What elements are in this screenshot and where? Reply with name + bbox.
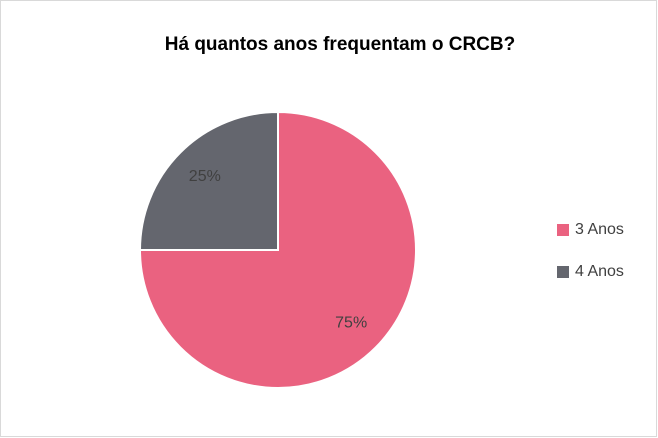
legend-swatch (557, 266, 569, 278)
legend-label: 3 Anos (575, 221, 624, 238)
data-label: 75% (335, 314, 367, 331)
pie-slice (138, 110, 417, 389)
chart-title: Há quantos anos frequentam o CRCB? (165, 34, 515, 55)
legend-swatch (557, 224, 569, 236)
legend-label: 4 Anos (575, 263, 624, 280)
pie-slice (138, 110, 279, 251)
data-label: 25% (189, 168, 221, 185)
